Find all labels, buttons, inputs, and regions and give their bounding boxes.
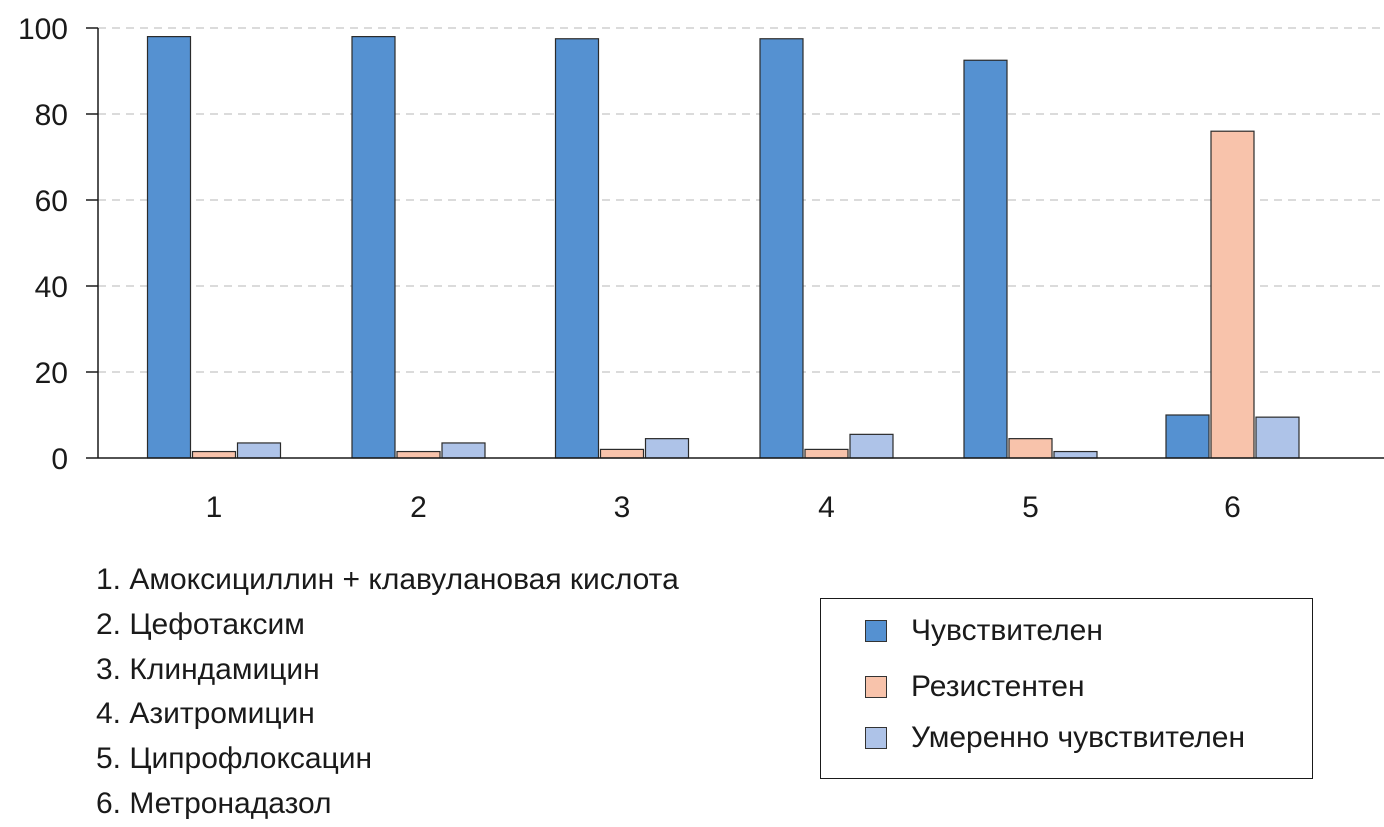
x-tick-label: 2 [410, 491, 427, 524]
legend-label-sensitive: Чувствителен [911, 614, 1103, 647]
bar-resistant-5 [1008, 438, 1053, 459]
y-axis: 0 20 40 60 80 100 [18, 13, 99, 476]
category-note: 6. Метронадазол [96, 786, 332, 820]
y-tick-label: 40 [35, 271, 68, 304]
grid-lines [98, 27, 1384, 373]
category-notes: 1. Амоксициллин + клавулановая кислота 2… [96, 558, 679, 827]
bar-sensitive-2 [351, 35, 396, 459]
y-tick-label: 60 [35, 185, 68, 218]
bar-resistant-4 [804, 448, 849, 459]
bar-resistant-1 [191, 450, 237, 459]
x-tick-label: 6 [1224, 491, 1241, 524]
x-tick-label: 3 [614, 491, 631, 524]
bar-resistant-3 [599, 448, 645, 459]
bar-chart: 0 20 40 60 80 100 1 2 3 4 5 6 [18, 13, 1384, 524]
legend-swatch-sensitive [865, 620, 887, 642]
bar-sensitive-6 [1165, 414, 1210, 459]
bar-sensitive-5 [963, 59, 1008, 459]
bar-sensitive-3 [554, 38, 600, 459]
x-tick-label: 5 [1022, 491, 1039, 524]
legend-label-intermediate: Умеренно чувствителен [911, 721, 1246, 754]
category-note: 4. Азитромицин [96, 697, 315, 731]
bars [146, 35, 1300, 459]
category-note: 3. Клиндамицин [96, 652, 320, 686]
legend-swatch-intermediate [865, 727, 887, 749]
bar-intermediate-3 [644, 438, 690, 459]
legend-label-resistant: Резистентен [911, 670, 1085, 703]
bar-intermediate-2 [441, 442, 486, 459]
category-note: 1. Амоксициллин + клавулановая кислота [96, 563, 679, 596]
y-tick-label: 80 [35, 99, 68, 132]
bar-resistant-6 [1210, 130, 1255, 459]
legend-item-resistant: Резистентен [865, 670, 1085, 703]
y-tick-label: 20 [35, 357, 68, 390]
bar-sensitive-4 [759, 38, 804, 459]
y-tick-label: 100 [18, 13, 68, 46]
x-tick-label: 4 [818, 491, 835, 524]
bar-resistant-2 [396, 450, 441, 459]
bar-intermediate-6 [1255, 416, 1300, 459]
y-tick-label: 0 [51, 443, 68, 476]
bar-intermediate-5 [1053, 450, 1098, 459]
bar-sensitive-1 [146, 35, 192, 459]
legend: Чувствителен Резистентен Умеренно чувств… [820, 598, 1313, 779]
bar-intermediate-1 [236, 442, 282, 459]
x-axis-labels: 1 2 3 4 5 6 [206, 491, 1241, 524]
x-tick-label: 1 [206, 491, 223, 524]
category-note: 5. Ципрофлоксацин [96, 742, 373, 776]
legend-item-sensitive: Чувствителен [865, 614, 1103, 647]
legend-item-intermediate: Умеренно чувствителен [865, 721, 1246, 754]
legend-swatch-resistant [865, 676, 887, 698]
bar-intermediate-4 [849, 433, 894, 459]
category-note: 2. Цефотаксим [96, 607, 305, 641]
